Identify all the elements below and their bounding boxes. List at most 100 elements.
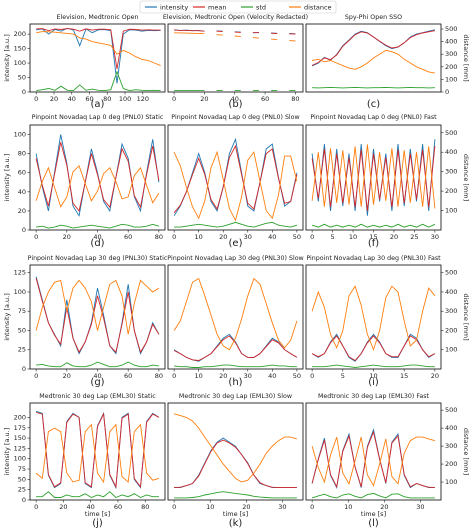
x-tick-label: 30 <box>431 233 439 241</box>
x-tick-label: 15 <box>400 372 408 380</box>
series-line <box>35 142 160 212</box>
x-tick-label: 20 <box>219 233 227 241</box>
x-tick-label: 20 <box>242 503 250 511</box>
panel-title: Elevision, Medtronic Open <box>56 14 138 21</box>
series-line <box>173 413 298 483</box>
legend-box <box>139 0 337 14</box>
plot-frame <box>29 264 166 370</box>
series-line <box>311 492 435 499</box>
y-tick-label: 0 <box>22 365 26 373</box>
x-tick-label: 10 <box>369 372 377 380</box>
plot-border <box>29 264 166 370</box>
legend: intensity mean std distance <box>139 0 337 14</box>
x-axis-label: time [s] <box>223 510 248 518</box>
y-tick-label: 150 <box>14 434 26 442</box>
y-tick-label: 175 <box>14 424 26 432</box>
series-line <box>36 223 160 229</box>
series-line <box>174 491 297 499</box>
plot-frame <box>305 264 442 370</box>
series-line <box>312 49 435 74</box>
y2-tick-label: 500 <box>445 406 457 414</box>
plot-frame <box>29 124 166 231</box>
series-line <box>36 27 161 84</box>
series-line <box>311 436 436 487</box>
panel-title: Medtronic 30 deg Lap (EML30) Slow <box>179 393 292 400</box>
x-tick-label: 0 <box>34 95 38 103</box>
series-line <box>35 277 160 354</box>
plot-border <box>167 402 304 501</box>
x-tick-label: 40 <box>93 233 101 241</box>
series-line <box>35 134 160 217</box>
x-tick-label: 40 <box>268 372 276 380</box>
y2-tick-label: 100 <box>445 75 457 83</box>
y-tick-label: 100 <box>14 288 26 296</box>
x-tick-label: 30 <box>416 503 424 511</box>
y-tick-label: 50 <box>18 326 26 334</box>
panel-title: Spy-Phi Open SSO <box>345 14 402 21</box>
plot-frame <box>29 402 166 501</box>
x-tick-label: 20 <box>63 372 71 380</box>
y2-tick-label: 400 <box>445 288 457 296</box>
y-tick-label: 50 <box>18 475 26 483</box>
plot-border <box>29 402 166 501</box>
series-line <box>173 137 298 216</box>
x-tick-label: 0 <box>34 503 38 511</box>
x-tick-label: 0 <box>172 95 176 103</box>
y-tick-label: 100 <box>14 455 26 463</box>
y2-tick-label: 400 <box>445 148 457 156</box>
panel-caption: (l) <box>368 518 379 529</box>
x-tick-label: 20 <box>200 95 208 103</box>
y2-tick-label: 300 <box>445 168 457 176</box>
y-tick-label: 125 <box>14 444 26 452</box>
y-tick-label: 0 <box>22 226 26 234</box>
series-line <box>173 335 298 361</box>
y-tick-label: 100 <box>14 131 26 139</box>
y2-axis-label: distance [mm] <box>462 34 470 81</box>
x-tick-label: 0 <box>172 233 176 241</box>
series-line <box>311 223 436 228</box>
series-line <box>173 144 298 214</box>
x-tick-label: 20 <box>431 372 439 380</box>
x-tick-label: 40 <box>87 503 95 511</box>
x-tick-label: 80 <box>155 233 163 241</box>
y2-axis-label: distance [mm] <box>462 428 470 475</box>
series-line <box>35 412 160 489</box>
panel-title: Medtronic 30 deg Lap (EML30) Static <box>39 393 156 400</box>
plot-border <box>167 23 304 93</box>
panel-caption: (h) <box>228 377 242 388</box>
plot-border <box>167 264 304 370</box>
x-axis-label: time [s] <box>85 510 110 518</box>
x-tick-label: 30 <box>244 372 252 380</box>
x-tick-label: 25 <box>410 233 418 241</box>
x-tick-label: 80 <box>141 503 149 511</box>
panel-title: Pinpoint Novadaq Lap 0 deg (PNL0) Slow <box>171 114 299 121</box>
y-tick-label: 75 <box>18 465 26 473</box>
series-line <box>174 221 298 228</box>
plot-border <box>167 124 304 231</box>
legend-label: mean <box>208 4 226 12</box>
x-tick-label: 20 <box>219 372 227 380</box>
x-tick-label: 0 <box>34 233 38 241</box>
series-line <box>174 364 297 368</box>
x-tick-label: 120 <box>137 95 149 103</box>
x-tick-label: 40 <box>93 372 101 380</box>
x-tick-label: 10 <box>349 233 357 241</box>
series-line <box>174 29 296 35</box>
legend-label: intensity <box>160 4 188 12</box>
series-line <box>174 439 297 489</box>
series-line <box>173 277 298 351</box>
y2-tick-label: 200 <box>445 326 457 334</box>
legend-label: distance <box>304 4 332 12</box>
plot-border <box>305 264 442 370</box>
y2-tick-label: 300 <box>445 442 457 450</box>
series-line <box>312 86 435 89</box>
panel-caption: (d) <box>90 238 104 249</box>
series-line <box>311 144 436 209</box>
y2-tick-label: 100 <box>445 207 457 215</box>
x-tick-label: 50 <box>293 372 301 380</box>
series-line <box>312 364 435 368</box>
x-tick-label: 0 <box>34 372 38 380</box>
plot-frame <box>29 23 166 93</box>
series-line <box>35 423 160 484</box>
y2-tick-label: 300 <box>445 307 457 315</box>
